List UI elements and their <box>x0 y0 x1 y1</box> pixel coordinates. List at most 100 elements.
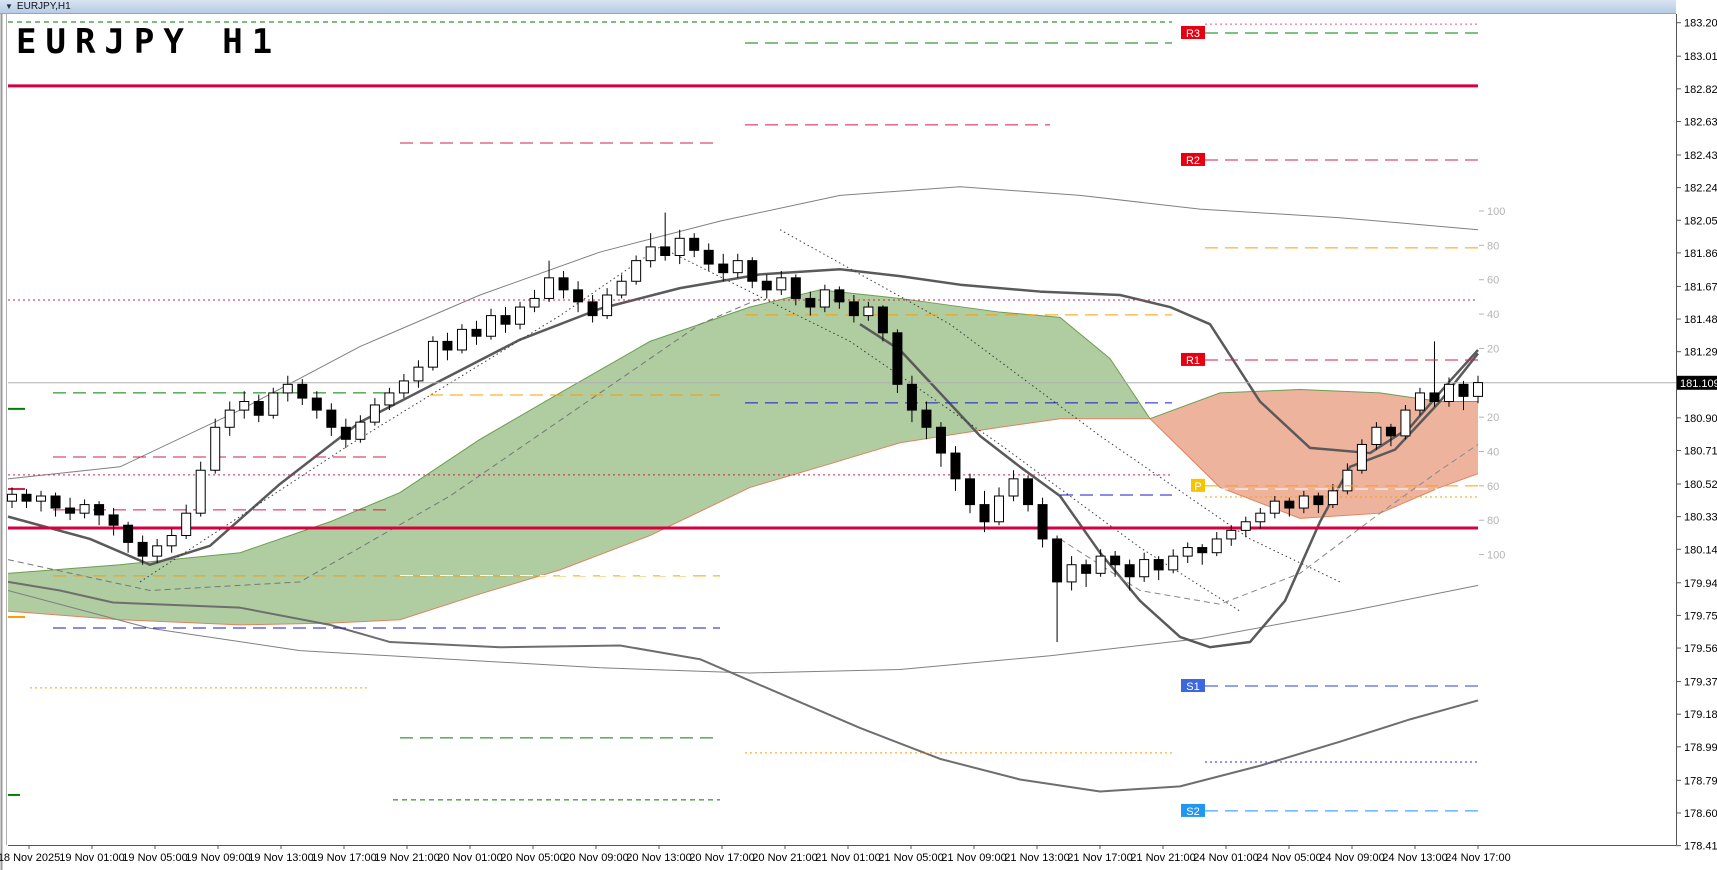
chart-symbol-period: EURJPY,H1 <box>16 1 71 12</box>
candle-body <box>1081 564 1092 574</box>
candle-body <box>834 289 845 303</box>
candle-body <box>819 289 830 308</box>
pip-scale-label: 40 <box>1487 309 1499 321</box>
candle-body <box>326 409 337 428</box>
candle-body <box>703 249 714 265</box>
price-axis-label: 178.990 <box>1684 742 1717 754</box>
price-axis-label: 179.180 <box>1684 709 1717 721</box>
candle-body <box>994 495 1005 523</box>
pip-scale-label: 20 <box>1487 343 1499 355</box>
candle-body <box>384 392 395 406</box>
pip-scale-label: 20 <box>1487 412 1499 424</box>
time-axis-label: 21 Nov 01:00 <box>815 852 880 864</box>
candle-body <box>979 504 990 523</box>
candle-body <box>152 545 163 557</box>
pip-scale-label: 80 <box>1487 240 1499 252</box>
pip-scale-label: 100 <box>1487 206 1505 218</box>
time-axis-label: 20 Nov 21:00 <box>752 852 817 864</box>
candle-body <box>732 260 743 274</box>
price-axis-label: 179.565 <box>1684 643 1717 655</box>
candle-body <box>340 426 351 440</box>
candle-body <box>65 507 76 514</box>
price-axis-label: 180.330 <box>1684 512 1717 524</box>
candle-body <box>1197 547 1208 554</box>
candle-body <box>282 383 293 394</box>
candle-body <box>602 294 613 317</box>
pip-scale-label: 80 <box>1487 515 1499 527</box>
candle-body <box>1255 512 1266 523</box>
candle-body <box>1168 555 1179 571</box>
candle-body <box>906 383 917 411</box>
candle-body <box>442 340 453 351</box>
pivot-label-box-R2 <box>1181 152 1205 166</box>
candle-body <box>950 452 961 480</box>
price-axis-label: 180.905 <box>1684 413 1717 425</box>
time-axis-label: 21 Nov 13:00 <box>1004 852 1069 864</box>
ichimoku-bull-cloud-top-edge <box>7 289 1151 574</box>
candle-body <box>1226 529 1237 540</box>
price-axis-label: 178.795 <box>1684 775 1717 787</box>
candle-body <box>253 401 264 416</box>
ichimoku-bear-cloud-bottom-edge <box>1149 418 1479 519</box>
time-axis-label: 20 Nov 17:00 <box>689 852 754 864</box>
candle-body <box>863 306 874 317</box>
time-axis-label: 20 Nov 13:00 <box>626 852 691 864</box>
time-axis-label: 21 Nov 09:00 <box>941 852 1006 864</box>
candle-body <box>674 237 685 256</box>
time-axis-label: 19 Nov 01:00 <box>59 852 124 864</box>
candle-body <box>427 340 438 368</box>
price-axis-label: 181.865 <box>1684 248 1717 260</box>
price-axis-label: 182.435 <box>1684 150 1717 162</box>
candle-body <box>587 301 598 317</box>
current-price-value: 181.109 <box>1680 378 1717 390</box>
candle-body <box>1153 559 1164 571</box>
price-axis-label: 181.670 <box>1684 281 1717 293</box>
candle-body <box>210 426 221 471</box>
chart-titlebar[interactable]: ▼ EURJPY,H1 <box>0 0 1676 14</box>
candle-body <box>631 260 642 282</box>
candle-body <box>790 277 801 299</box>
candle-body <box>616 280 627 296</box>
candle-body <box>500 315 511 325</box>
price-axis-label: 182.055 <box>1684 215 1717 227</box>
candle-body <box>1110 555 1121 566</box>
pip-scale-label: 100 <box>1487 550 1505 562</box>
candle-body <box>1037 504 1048 540</box>
price-axis-label: 181.480 <box>1684 314 1717 326</box>
candle-body <box>398 380 409 394</box>
pivot-label-S1: S1 <box>1186 681 1199 693</box>
price-axis-label: 182.630 <box>1684 116 1717 128</box>
candle-body <box>573 289 584 303</box>
candle-body <box>195 469 206 514</box>
pivot-label-box-R3 <box>1181 26 1205 40</box>
candle-body <box>805 297 816 308</box>
candle-body <box>921 409 932 428</box>
ichimoku-bull-cloud-bottom-edge <box>7 418 1150 626</box>
price-axis-label: 180.715 <box>1684 445 1717 457</box>
time-axis-label: 21 Nov 17:00 <box>1067 852 1132 864</box>
candle-body <box>181 512 192 537</box>
chart-dropdown-icon[interactable]: ▼ <box>5 1 13 11</box>
candle-body <box>1269 500 1280 514</box>
price-axis-label: 179.755 <box>1684 610 1717 622</box>
indicator-line-env_lower <box>7 580 1479 793</box>
candle-body <box>529 297 540 308</box>
candle-body <box>1414 392 1425 411</box>
time-axis-label: 24 Nov 05:00 <box>1256 852 1321 864</box>
price-axis-label: 182.245 <box>1684 183 1717 195</box>
time-axis-label: 18 Nov 2025 <box>0 852 60 864</box>
candle-body <box>1327 490 1338 506</box>
candle-body <box>36 495 47 502</box>
candle-body <box>1095 555 1106 574</box>
price-axis-label: 178.415 <box>1684 841 1717 853</box>
candle-body <box>311 397 322 411</box>
candle-body <box>108 514 119 526</box>
current-price-marker <box>1677 375 1717 390</box>
candle-body <box>645 246 656 262</box>
price-axis-label: 182.820 <box>1684 84 1717 96</box>
candle-body <box>761 280 772 291</box>
candle-body <box>224 409 235 428</box>
candle-body <box>1139 559 1150 578</box>
